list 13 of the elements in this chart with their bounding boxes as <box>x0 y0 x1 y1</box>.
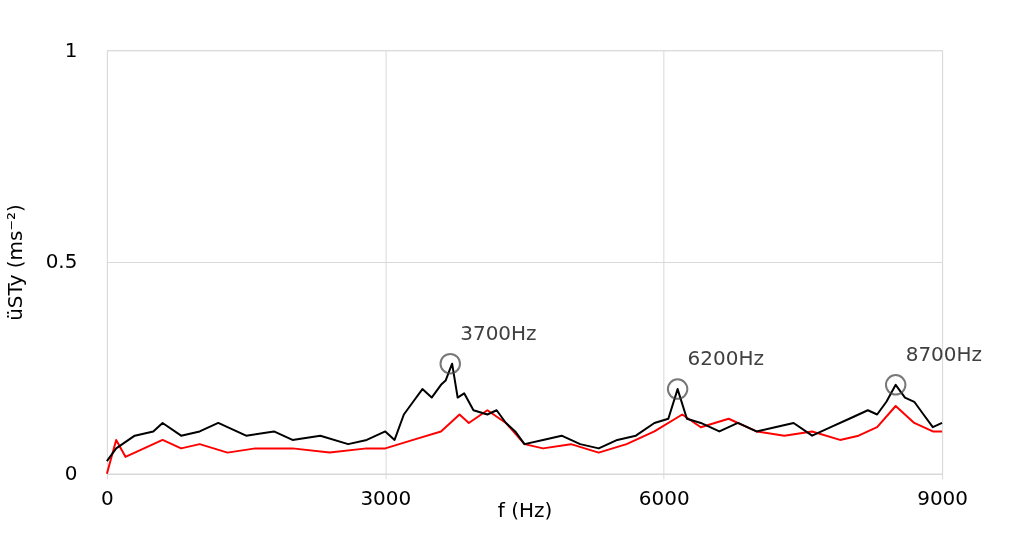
x-tick-label: 9000 <box>917 486 968 511</box>
line-series <box>105 405 944 475</box>
y-axis-title: üSTy (ms⁻²) <box>2 204 27 321</box>
y-tick-label: 1 <box>64 37 78 62</box>
y-tick-label: 0.5 <box>45 249 78 274</box>
x-tick-label: 0 <box>101 486 114 511</box>
x-axis-title: f (Hz) <box>497 498 553 523</box>
annotation: 8700Hz <box>905 341 982 366</box>
x-tick-label: 6000 <box>638 486 690 511</box>
x-tick-label: 3000 <box>360 486 412 511</box>
y-tick-label: 0 <box>64 461 78 486</box>
annotation: 6200Hz <box>687 346 764 371</box>
annotation: 3700Hz <box>460 320 537 345</box>
